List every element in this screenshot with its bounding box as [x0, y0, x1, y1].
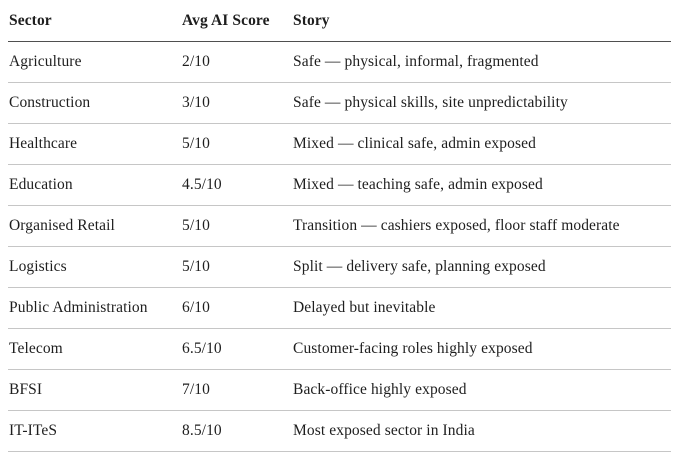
sector-cell: IT-ITeS	[8, 410, 181, 452]
sector-cell: Organised Retail	[8, 205, 181, 247]
story-cell: Transition — cashiers exposed, floor sta…	[292, 205, 671, 247]
story-cell: Split — delivery safe, planning exposed	[292, 246, 671, 288]
table-row: Logistics 5/10 Split — delivery safe, pl…	[8, 246, 671, 288]
sector-cell: Telecom	[8, 328, 181, 370]
story-cell: Delayed but inevitable	[292, 287, 671, 329]
score-cell: 4.5/10	[181, 164, 292, 206]
sector-ai-score-table: Sector Avg AI Score Story Agriculture 2/…	[8, 0, 671, 452]
score-cell: 3/10	[181, 82, 292, 124]
score-cell: 8.5/10	[181, 410, 292, 452]
story-cell: Safe — physical, informal, fragmented	[292, 41, 671, 83]
score-cell: 5/10	[181, 205, 292, 247]
story-cell: Safe — physical skills, site unpredictab…	[292, 82, 671, 124]
sector-cell: Construction	[8, 82, 181, 124]
score-cell: 7/10	[181, 369, 292, 411]
table-row: Healthcare 5/10 Mixed — clinical safe, a…	[8, 123, 671, 165]
header-row: Sector Avg AI Score Story	[8, 0, 671, 42]
sector-cell: Agriculture	[8, 41, 181, 83]
table-row: Construction 3/10 Safe — physical skills…	[8, 82, 671, 124]
table-row: IT-ITeS 8.5/10 Most exposed sector in In…	[8, 410, 671, 452]
sector-cell: Healthcare	[8, 123, 181, 165]
column-header-story: Story	[292, 0, 671, 42]
table-row: Education 4.5/10 Mixed — teaching safe, …	[8, 164, 671, 206]
sector-cell: Education	[8, 164, 181, 206]
sector-cell: BFSI	[8, 369, 181, 411]
sector-cell: Public Administration	[8, 287, 181, 329]
score-cell: 6/10	[181, 287, 292, 329]
story-cell: Mixed — teaching safe, admin exposed	[292, 164, 671, 206]
story-cell: Customer-facing roles highly exposed	[292, 328, 671, 370]
table-row: Public Administration 6/10 Delayed but i…	[8, 287, 671, 329]
column-header-sector: Sector	[8, 0, 181, 42]
table-row: Telecom 6.5/10 Customer-facing roles hig…	[8, 328, 671, 370]
story-cell: Mixed — clinical safe, admin exposed	[292, 123, 671, 165]
sector-cell: Logistics	[8, 246, 181, 288]
column-header-score: Avg AI Score	[181, 0, 292, 42]
score-cell: 5/10	[181, 123, 292, 165]
score-cell: 2/10	[181, 41, 292, 83]
story-cell: Most exposed sector in India	[292, 410, 671, 452]
table-row: Organised Retail 5/10 Transition — cashi…	[8, 205, 671, 247]
table-row: Agriculture 2/10 Safe — physical, inform…	[8, 41, 671, 83]
story-cell: Back-office highly exposed	[292, 369, 671, 411]
table-row: BFSI 7/10 Back-office highly exposed	[8, 369, 671, 411]
score-cell: 6.5/10	[181, 328, 292, 370]
score-cell: 5/10	[181, 246, 292, 288]
